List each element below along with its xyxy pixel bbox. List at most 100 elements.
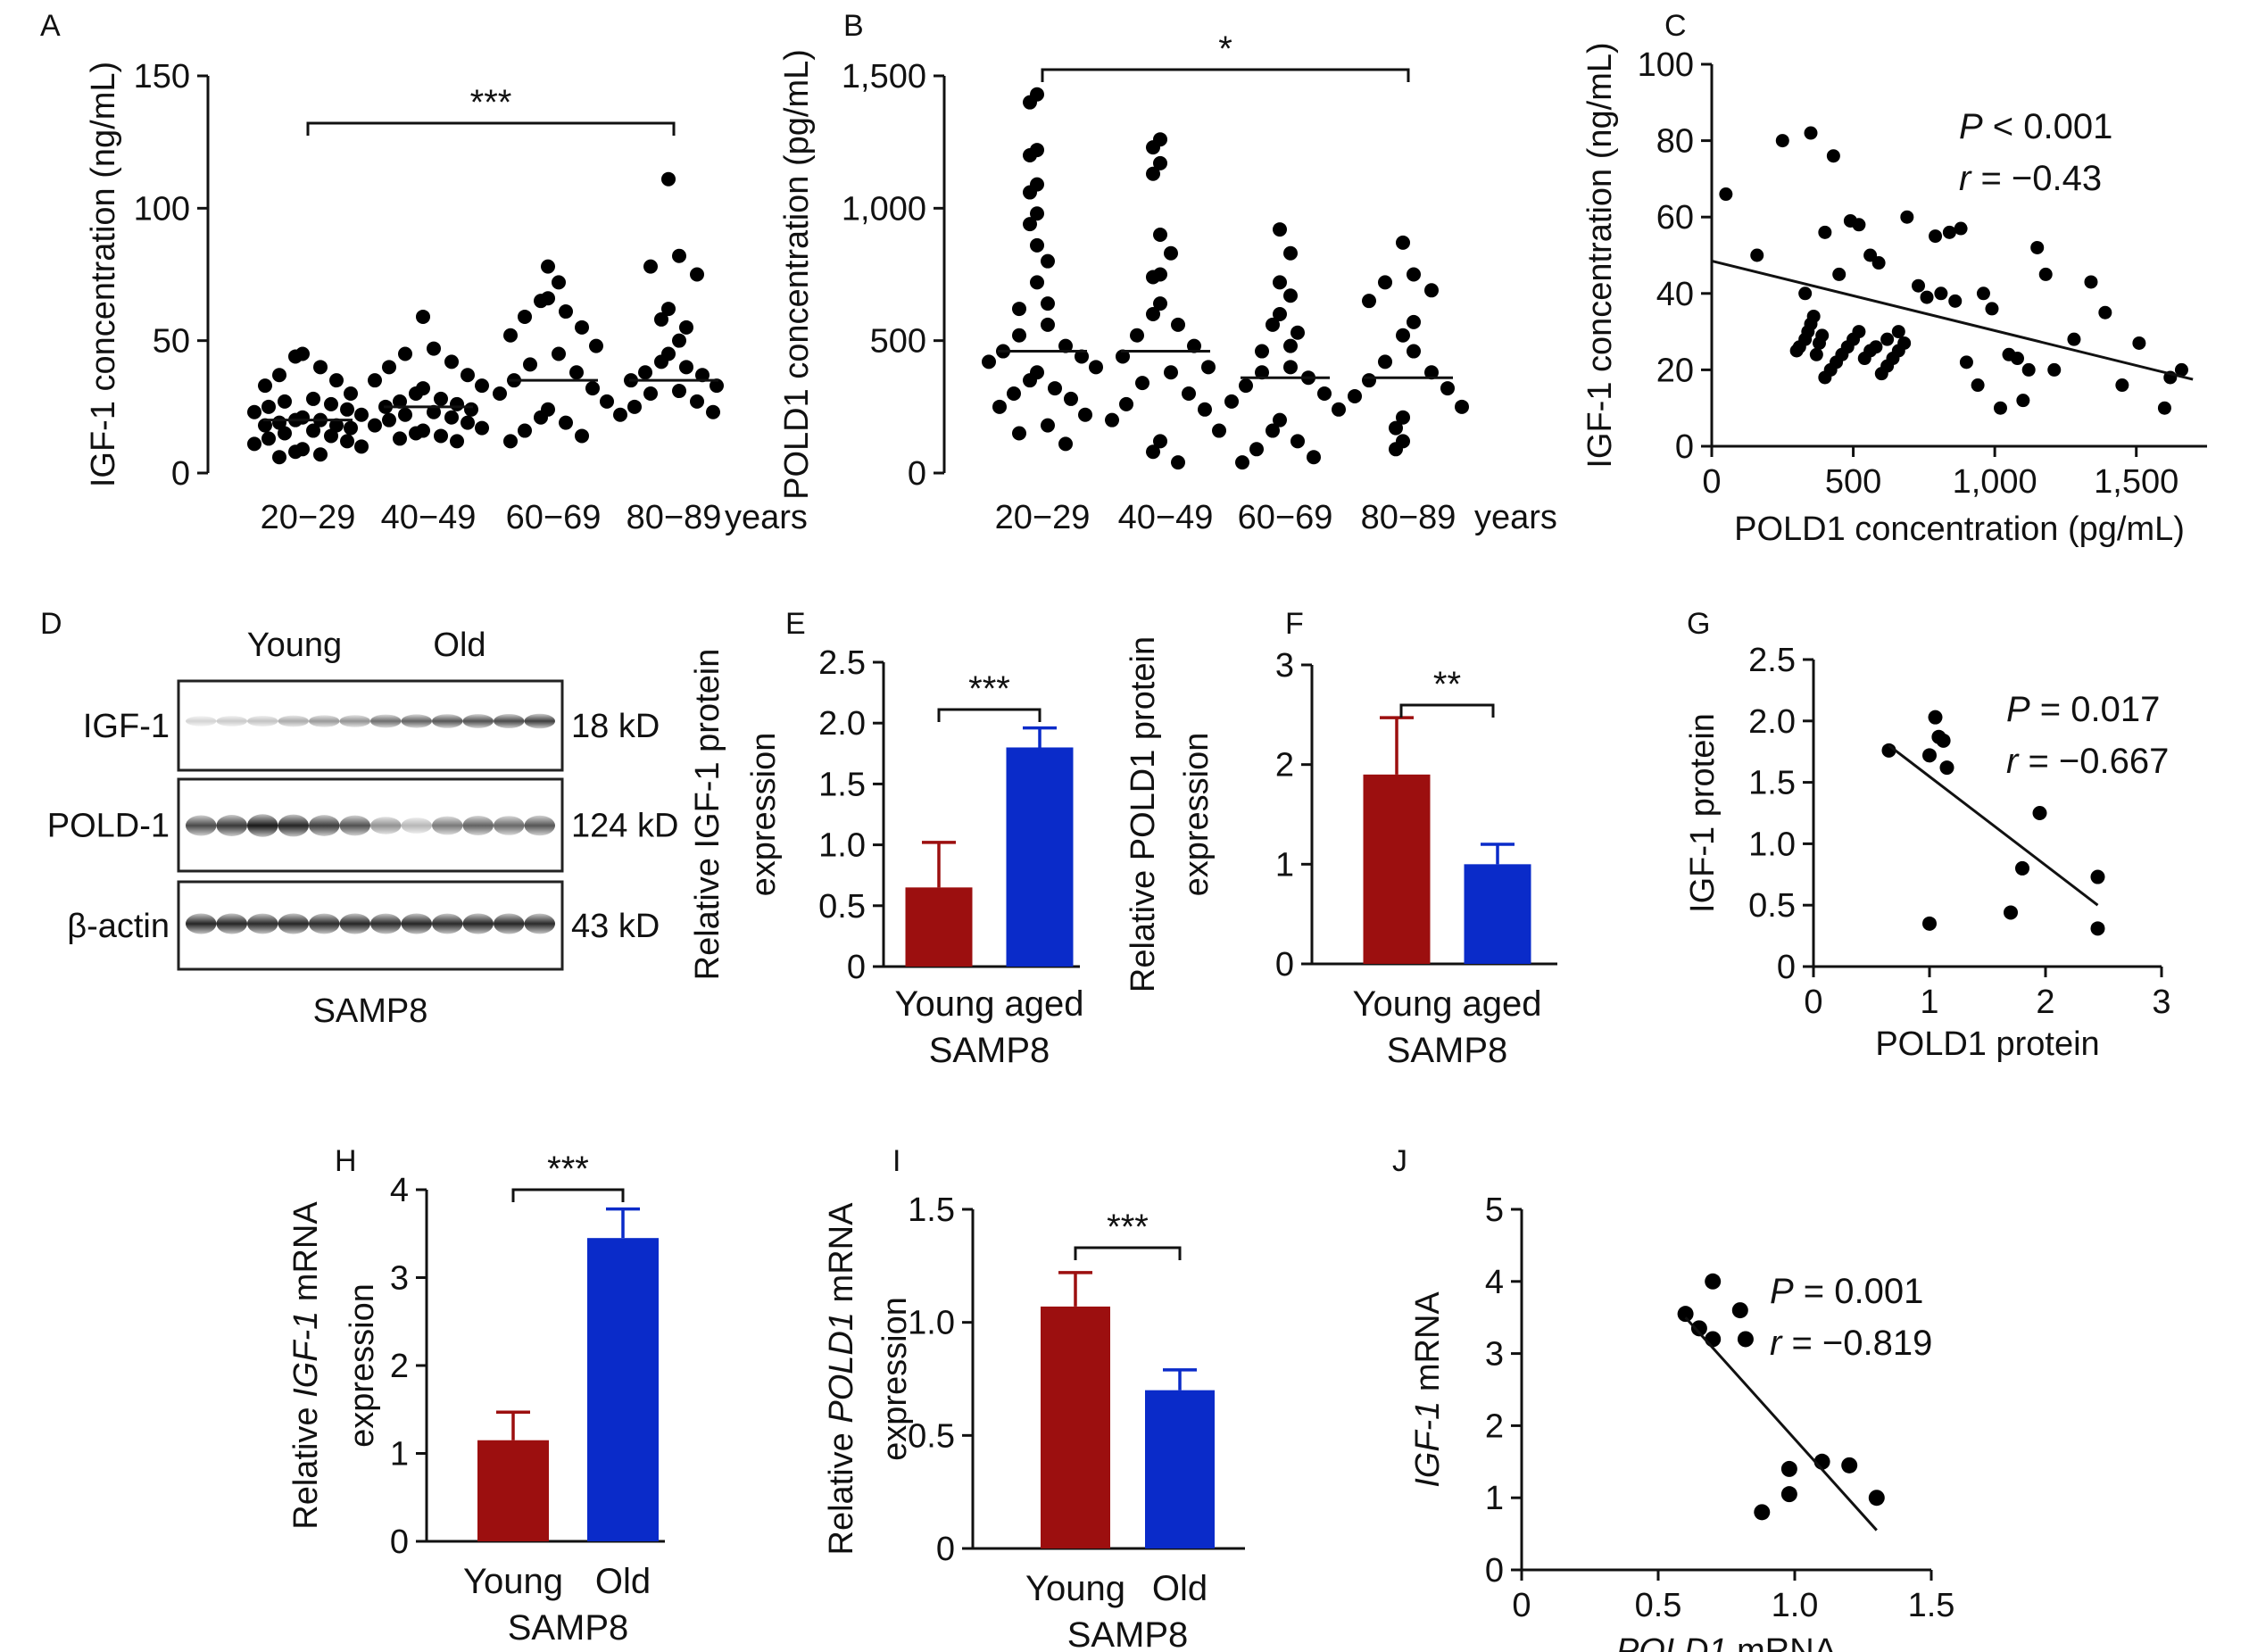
blot-row-kd: 18 kD: [571, 708, 660, 745]
y-axis-label: Relative IGF-1 protein: [689, 649, 726, 981]
y-axis-label: Relative POLD1 mRNA: [823, 1202, 860, 1556]
data-point: [1868, 1490, 1885, 1507]
data-point: [258, 418, 272, 433]
blot-band: [401, 913, 432, 934]
data-point: [1078, 407, 1092, 422]
data-point: [1283, 288, 1298, 303]
panel-letter-j: J: [1392, 1144, 1407, 1178]
blot-band: [278, 913, 309, 934]
data-point: [354, 407, 369, 422]
data-point: [1023, 185, 1037, 200]
data-point: [1146, 270, 1160, 285]
x-tick-label: 3: [2152, 984, 2170, 1021]
data-point: [523, 357, 537, 372]
blot-band: [309, 715, 340, 727]
data-point: [672, 248, 686, 263]
data-point: [541, 259, 555, 274]
y-tick-label: 80: [1656, 123, 1694, 161]
blot-band: [278, 715, 309, 727]
y-tick-label: 40: [1656, 276, 1694, 313]
significance-bracket: [1399, 703, 1495, 718]
data-point: [1407, 314, 1421, 329]
data-point: [1939, 760, 1954, 776]
y-tick-label: 1.5: [818, 766, 866, 803]
data-point: [1818, 225, 1832, 239]
data-point: [434, 428, 448, 444]
data-point: [690, 394, 704, 409]
data-point: [672, 333, 686, 348]
data-point: [1041, 296, 1055, 311]
data-point: [409, 426, 423, 441]
blot-strain-label: SAMP8: [313, 992, 428, 1030]
data-point: [1455, 399, 1469, 414]
y-tick-label: 0: [390, 1523, 409, 1561]
panel-a-chart: 0 50 100 150 IGF-1 concentration (ng/mL) 20−2…: [85, 58, 808, 536]
blot-band: [309, 815, 340, 836]
data-point: [1023, 148, 1037, 162]
data-point: [2132, 336, 2146, 350]
x-tick-label: 1,000: [1953, 463, 2037, 501]
x-tick-label: 500: [1825, 463, 1881, 501]
y-tick-label: 0: [171, 455, 190, 493]
data-point: [382, 412, 396, 428]
significance-label: ***: [547, 1150, 589, 1189]
data-point: [1119, 396, 1133, 411]
y-tick-label: 4: [390, 1172, 409, 1209]
data-point: [1058, 338, 1073, 353]
data-point: [393, 431, 407, 446]
data-point: [1922, 916, 1937, 931]
panel-b-chart: 0 500 1,000 1,500 POLD1 concentration (pg/mL…: [778, 29, 1557, 536]
data-point: [679, 320, 693, 335]
data-point: [434, 391, 448, 406]
p-value-annotation: P = 0.001: [1770, 1272, 1923, 1311]
y-tick-label: 1.0: [818, 827, 866, 865]
y-axis-label: POLD1 concentration (pg/mL): [778, 49, 816, 500]
data-point: [503, 328, 518, 343]
data-point: [534, 294, 548, 309]
category-label: Young: [1025, 1569, 1125, 1608]
data-point: [1290, 434, 1305, 449]
data-point: [368, 373, 382, 388]
blot-band: [494, 714, 525, 728]
data-point: [1869, 340, 1883, 354]
x-axis-label: POLD1 protein: [1875, 1025, 2099, 1063]
data-point: [2032, 806, 2047, 820]
x-tick-label: 1,500: [2094, 463, 2178, 501]
data-point: [344, 386, 358, 401]
y-tick-label: 1.0: [1748, 826, 1796, 863]
x-axis-label: SAMP8: [929, 1031, 1050, 1070]
blot-row-label: IGF-1: [83, 708, 170, 745]
y-tick-label: 100: [134, 190, 190, 228]
data-point: [1396, 328, 1410, 343]
data-point: [1239, 378, 1253, 394]
data-point: [1954, 221, 1968, 236]
data-point: [2038, 267, 2053, 281]
data-point: [503, 434, 518, 449]
y-tick-label: 60: [1656, 199, 1694, 237]
data-point: [1959, 355, 1973, 369]
blot-band: [370, 913, 402, 934]
data-point: [461, 368, 475, 383]
data-point: [1912, 278, 1926, 293]
data-point: [1171, 317, 1185, 332]
data-point: [344, 420, 358, 436]
data-point: [1396, 235, 1410, 250]
x-tick-label: 1.5: [1908, 1587, 1955, 1624]
y-tick-label: 1: [1485, 1480, 1504, 1517]
data-point: [1942, 225, 1956, 239]
regression-line: [1711, 259, 2194, 381]
data-point: [559, 415, 573, 430]
x-tick-label: 2: [2036, 984, 2054, 1021]
data-point: [654, 354, 668, 369]
blot-band: [309, 913, 340, 934]
y-tick-label: 1.0: [908, 1305, 955, 1342]
data-point: [600, 394, 614, 409]
y-tick-label: 0.5: [818, 888, 866, 926]
error-bar: [1481, 843, 1515, 865]
panel-letter-a: A: [40, 9, 61, 43]
error-bar: [1163, 1368, 1197, 1391]
category-label: 80−89: [627, 499, 722, 536]
data-point: [589, 338, 603, 353]
data-point: [354, 439, 369, 454]
y-axis-label: expression: [745, 733, 783, 897]
